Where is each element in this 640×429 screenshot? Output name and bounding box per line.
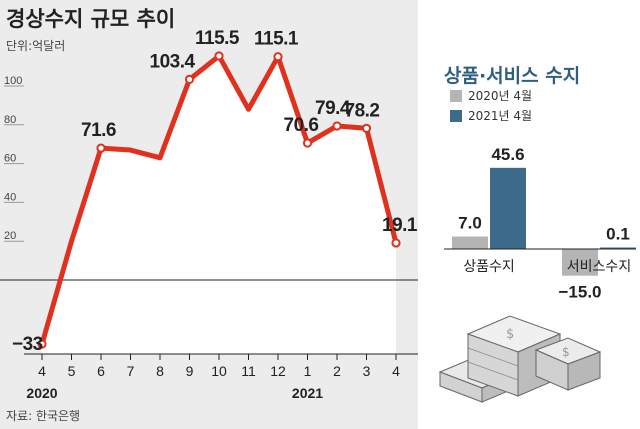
data-label-9: 70.6 (284, 115, 319, 136)
legend-swatch-0 (450, 90, 462, 102)
bar-label-0-1: 45.6 (491, 145, 524, 164)
data-label-8: 115.1 (254, 29, 299, 50)
x-tick-label-7: 11 (241, 363, 256, 379)
x-tick-label-0: 4 (38, 363, 46, 379)
y-tick-label-60: 60 (4, 153, 16, 165)
y-tick-label-80: 80 (4, 114, 16, 126)
bar-chart-bars: 7.0 45.6 −15.0 0.1 상품수지 서비스수지 (444, 145, 636, 302)
x-tick-label-1: 5 (68, 363, 76, 379)
data-label-10: 79.4 (315, 98, 351, 119)
y-tick-label-40: 40 (4, 191, 16, 203)
bar-0-0 (452, 236, 488, 249)
year-label-2021: 2021 (292, 385, 323, 401)
data-label-11: 78.2 (345, 100, 380, 121)
data-label-5: 103.4 (150, 51, 196, 72)
data-point-6 (214, 51, 224, 61)
y-tick-label-100: 100 (4, 75, 22, 87)
legend-swatch-1 (450, 110, 462, 122)
x-tick-label-4: 8 (156, 363, 164, 379)
bar-1-1 (600, 247, 636, 249)
line-chart-unit: 단위:억달러 (6, 39, 65, 53)
bar-label-0-0: 7.0 (458, 214, 482, 233)
y-tick-label-20: 20 (4, 230, 16, 242)
line-area-fill (42, 55, 396, 355)
x-tick-label-5: 9 (186, 363, 194, 379)
bar-chart-legend: 2020년 4월 2021년 4월 (450, 89, 532, 123)
data-point-12 (391, 238, 401, 248)
data-point-11 (361, 123, 372, 133)
svg-text:$: $ (506, 327, 514, 342)
data-point-8 (273, 52, 283, 62)
x-tick-label-10: 2 (333, 363, 341, 379)
data-point-5 (184, 74, 195, 85)
money-stack-illustration: $ $ $ (438, 315, 602, 403)
axes-layer (0, 279, 418, 355)
x-tick-label-12: 4 (392, 363, 400, 379)
legend-label-1: 2021년 4월 (468, 109, 532, 123)
x-tick-label-9: 1 (304, 363, 312, 379)
x-tick-label-3: 7 (127, 363, 135, 379)
bar-category-0: 상품수지 (463, 259, 515, 275)
data-point-0 (37, 339, 47, 349)
bar-0-1 (490, 167, 526, 249)
data-point-9 (302, 138, 313, 148)
bar-category-1: 서비스수지 (567, 259, 631, 275)
bar-label-1-1: 0.1 (606, 225, 630, 244)
data-label-6: 115.5 (195, 28, 240, 49)
line-chart-area-layer (42, 55, 396, 355)
data-point-2 (96, 143, 106, 153)
data-points-layer (37, 51, 401, 349)
line-chart-title: 경상수지 규모 추이 (6, 7, 175, 31)
x-tick-label-8: 12 (270, 363, 286, 379)
x-tick-label-6: 10 (211, 363, 227, 379)
bar-chart-title: 상품·서비스 수지 (444, 65, 580, 87)
data-label-0: −33 (12, 334, 43, 355)
x-tick-label-11: 3 (363, 363, 371, 379)
data-label-12: 19.1 (382, 215, 418, 236)
source-note: 자료: 한국은행 (6, 408, 80, 423)
svg-text:$: $ (562, 345, 570, 359)
data-point-10 (332, 121, 342, 131)
year-label-2020: 2020 (26, 385, 57, 401)
bar-1-0 (562, 249, 598, 276)
data-label-2: 71.6 (81, 120, 116, 141)
x-tick-label-2: 6 (97, 363, 105, 379)
legend-label-0: 2020년 4월 (468, 89, 532, 103)
y-axis-ticks: 20 40 60 80 100 (4, 75, 24, 242)
bar-label-1-0: −15.0 (558, 283, 601, 302)
